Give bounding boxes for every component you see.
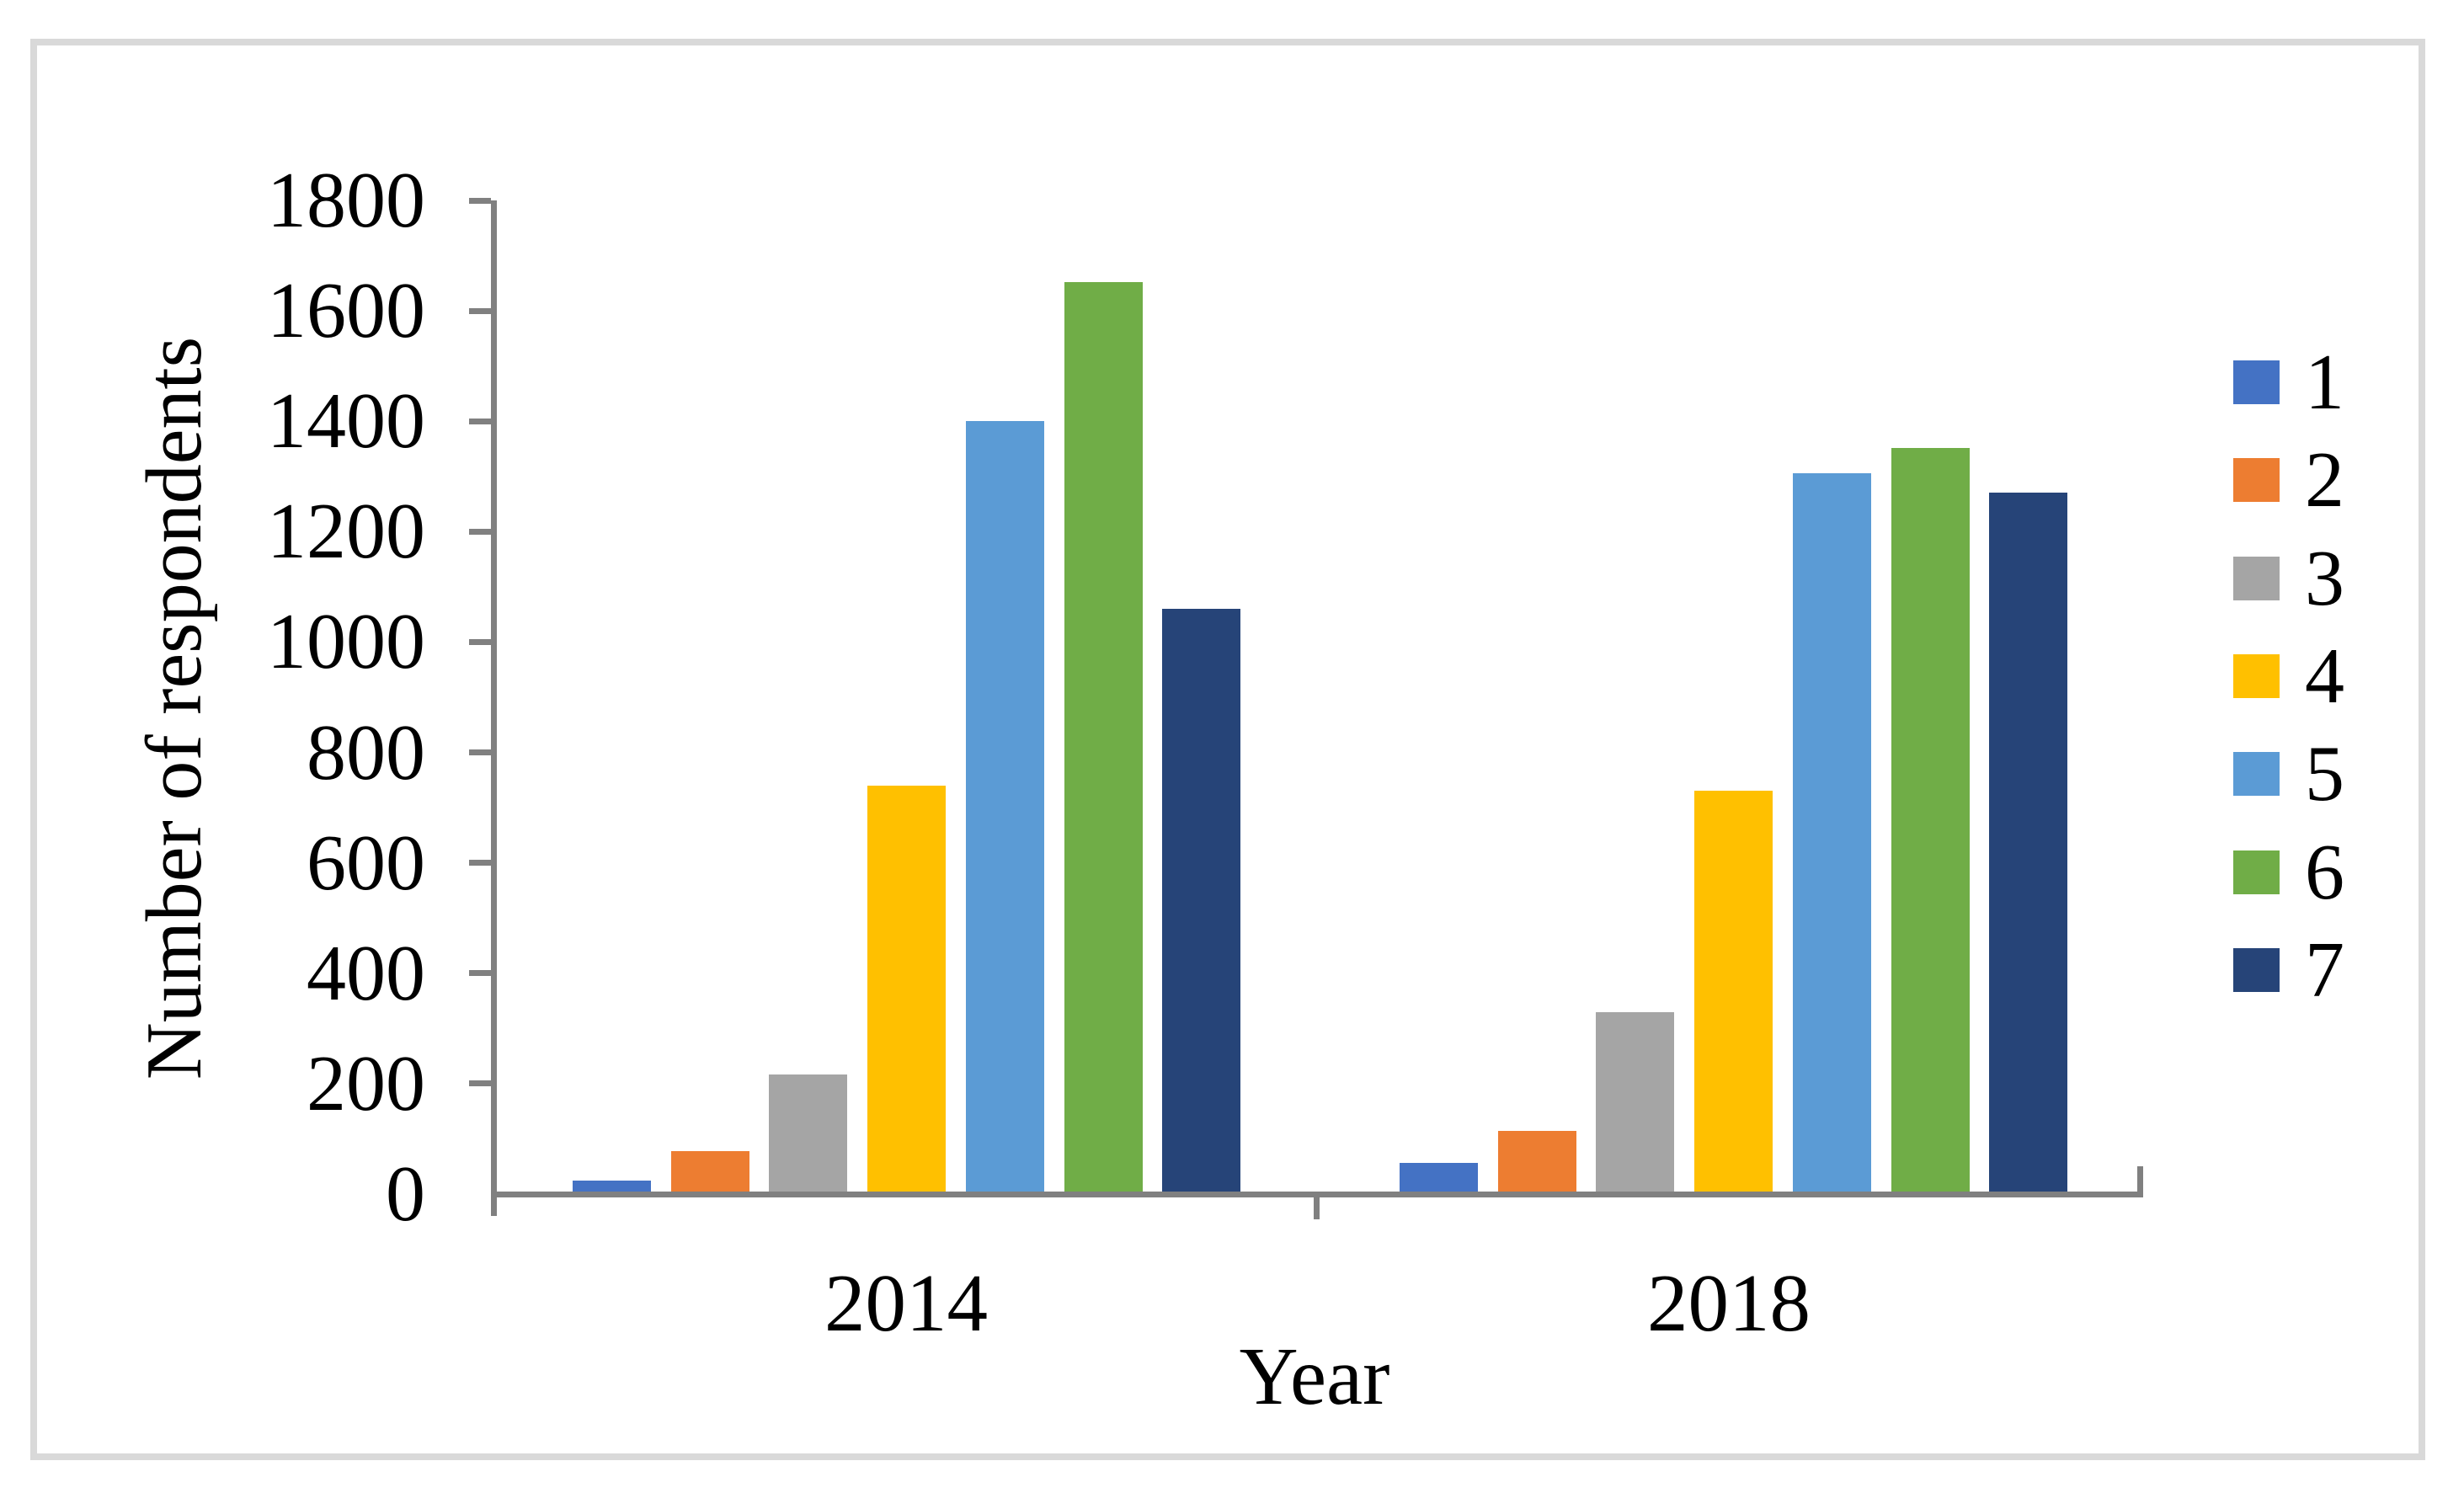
y-axis-tick [469,418,491,424]
y-axis-tick [469,1080,491,1087]
y-tick-label: 1200 [267,488,425,576]
legend-label-6: 6 [2305,828,2344,916]
legend-label-3: 3 [2305,534,2344,622]
bar-2014-series-2 [671,1151,749,1194]
y-axis-tick [469,528,491,535]
x-axis-title: Year [1239,1331,1390,1421]
bar-2018-series-1 [1400,1163,1478,1194]
legend-label-7: 7 [2305,925,2344,1014]
legend-label-2: 2 [2305,436,2344,525]
bar-2014-series-3 [769,1074,847,1194]
bar-2018-series-5 [1793,473,1871,1194]
bar-2014-series-7 [1162,609,1240,1194]
bar-2018-series-2 [1498,1131,1576,1194]
y-tick-label: 200 [307,1039,425,1128]
legend-swatch-1 [2233,360,2280,404]
y-axis-tick [469,749,491,756]
x-axis-category-tick [1314,1197,1320,1219]
legend-swatch-4 [2233,653,2280,698]
bar-2014-series-4 [867,786,946,1194]
legend-swatch-2 [2233,458,2280,503]
legend-swatch-3 [2233,556,2280,600]
bar-2018-series-6 [1891,448,1970,1194]
y-tick-label: 1600 [267,267,425,355]
category-label-2014: 2014 [824,1258,988,1348]
x-axis-end-tick [2137,1166,2143,1194]
bar-2014-series-1 [573,1181,651,1194]
y-tick-label: 800 [307,708,425,797]
bar-2018-series-7 [1989,493,2067,1194]
x-axis-line [491,1192,2143,1197]
y-tick-label: 1400 [267,377,425,466]
legend-swatch-6 [2233,850,2280,894]
bar-2018-series-4 [1694,791,1773,1194]
legend-swatch-5 [2233,752,2280,797]
y-axis-tick [469,860,491,866]
y-tick-label: 1000 [267,598,425,686]
y-tick-label: 1800 [267,157,425,244]
y-axis-tick [469,638,491,645]
bar-2018-series-3 [1596,1012,1674,1194]
y-axis-tick [469,197,491,204]
legend-label-1: 1 [2305,339,2344,426]
legend-swatch-7 [2233,947,2280,992]
legend-label-4: 4 [2305,632,2344,720]
y-axis-tick [469,970,491,977]
y-tick-label: 600 [307,818,425,907]
y-tick-label: 400 [307,929,425,1017]
y-axis-line [491,200,497,1216]
bar-2014-series-6 [1064,282,1143,1194]
y-tick-label: 0 [386,1150,425,1238]
bar-2014-series-5 [966,421,1044,1194]
figure-border [30,39,2425,1460]
legend-label-5: 5 [2305,730,2344,818]
category-label-2018: 2018 [1647,1258,1811,1348]
y-axis-tick [469,307,491,314]
